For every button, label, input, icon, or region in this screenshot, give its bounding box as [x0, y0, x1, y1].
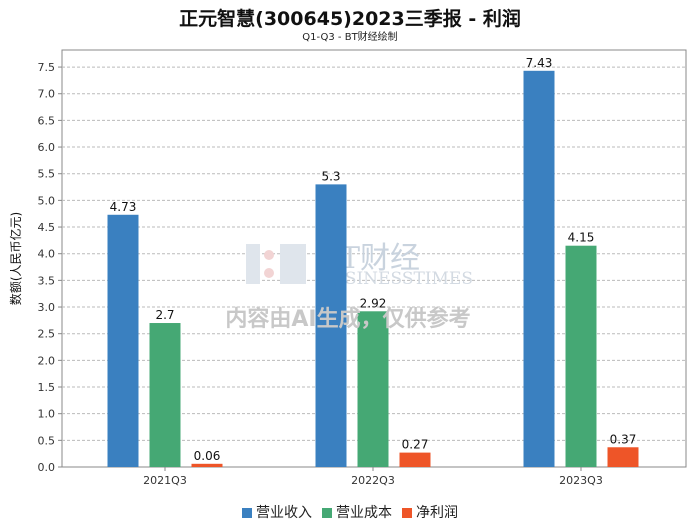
- y-tick-label: 6.0: [38, 141, 56, 154]
- bar-营业成本-2021Q3: [149, 323, 181, 467]
- y-tick-label: 5.0: [38, 194, 56, 207]
- bar-营业收入-2021Q3: [107, 214, 139, 467]
- data-label: 4.73: [110, 200, 137, 214]
- watermark-logo-icon: [246, 244, 260, 284]
- data-label: 2.92: [360, 296, 387, 310]
- legend-item[interactable]: 营业成本: [322, 502, 392, 522]
- y-tick-label: 1.5: [38, 381, 56, 394]
- y-tick-label: 3.0: [38, 301, 56, 314]
- x-tick-label: 2023Q3: [559, 474, 603, 487]
- legend-swatch: [322, 508, 332, 518]
- bar-净利润-2023Q3: [607, 447, 639, 467]
- bar-营业成本-2022Q3: [357, 311, 389, 467]
- y-tick-label: 3.5: [38, 274, 56, 287]
- watermark-logo-icon: [280, 244, 306, 284]
- data-label: 7.43: [526, 56, 553, 70]
- x-tick-label: 2021Q3: [143, 474, 187, 487]
- bar-净利润-2022Q3: [399, 452, 431, 467]
- data-label: 4.15: [568, 231, 595, 245]
- y-tick-label: 1.0: [38, 408, 56, 421]
- legend-swatch: [402, 508, 412, 518]
- bar-营业成本-2023Q3: [565, 245, 597, 467]
- legend-label: 营业收入: [256, 505, 312, 521]
- legend-swatch: [242, 508, 252, 518]
- data-label: 2.7: [155, 308, 174, 322]
- x-tick-label: 2022Q3: [351, 474, 395, 487]
- bar-营业收入-2023Q3: [523, 70, 555, 467]
- bar-营业收入-2022Q3: [315, 184, 347, 467]
- y-tick-label: 2.0: [38, 354, 56, 367]
- y-tick-label: 0.0: [38, 461, 56, 474]
- data-label: 0.27: [402, 438, 429, 452]
- legend-label: 营业成本: [336, 505, 392, 521]
- y-tick-label: 4.0: [38, 248, 56, 261]
- watermark-brand-en: BUSINESSTIMES: [318, 269, 473, 289]
- data-label: 0.06: [194, 449, 221, 463]
- watermark-notice: 内容由AI生成，仅供参考: [225, 306, 470, 332]
- y-axis-label: 数额(人民币亿元): [8, 212, 23, 305]
- legend-item[interactable]: 营业收入: [242, 502, 312, 522]
- legend-label: 净利润: [416, 505, 458, 521]
- legend: 营业收入 营业成本 净利润: [0, 502, 700, 522]
- y-tick-label: 6.5: [38, 114, 56, 127]
- chart-title: 正元智慧(300645)2023三季报 - 利润: [179, 8, 521, 30]
- legend-item[interactable]: 净利润: [402, 502, 458, 522]
- watermark-logo-icon: [264, 250, 274, 260]
- y-tick-label: 2.5: [38, 328, 56, 341]
- y-tick-label: 4.5: [38, 221, 56, 234]
- y-tick-label: 0.5: [38, 434, 56, 447]
- data-label: 0.37: [610, 432, 637, 446]
- watermark-logo-icon: [264, 268, 274, 278]
- y-tick-label: 7.0: [38, 88, 56, 101]
- y-tick-label: 5.5: [38, 168, 56, 181]
- bar-净利润-2021Q3: [191, 463, 223, 467]
- y-tick-label: 7.5: [38, 61, 56, 74]
- data-label: 5.3: [321, 169, 340, 183]
- chart-subtitle: Q1-Q3 - BT财经绘制: [302, 32, 398, 43]
